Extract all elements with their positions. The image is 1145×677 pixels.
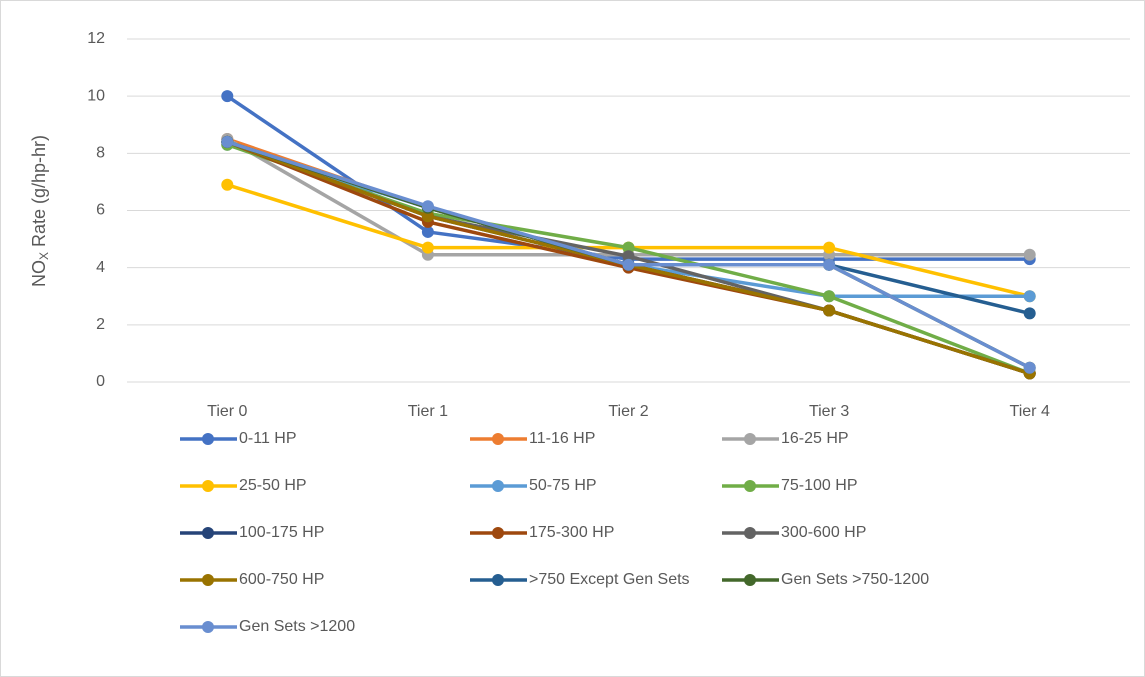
- y-tick-label: 4: [96, 259, 105, 276]
- data-point: [622, 250, 635, 263]
- legend-marker: [492, 480, 504, 492]
- data-point: [823, 304, 836, 317]
- y-tick-label: 12: [87, 30, 105, 47]
- legend-label: 0-11 HP: [239, 430, 297, 447]
- legend-label: 175-300 HP: [529, 524, 614, 541]
- x-tick-label: Tier 1: [408, 403, 448, 420]
- data-point: [421, 210, 434, 223]
- data-point: [221, 135, 234, 148]
- y-label-main: NO: [29, 260, 49, 287]
- legend-marker: [492, 574, 504, 586]
- data-point: [421, 225, 434, 238]
- y-tick-label: 6: [96, 202, 105, 219]
- legend-label: 16-25 HP: [781, 430, 849, 447]
- y-label-sub: X: [37, 252, 51, 260]
- y-tick-label: 0: [96, 373, 105, 390]
- data-point: [823, 290, 836, 303]
- y-axis-label: NOX Rate (g/hp-hr): [29, 135, 51, 287]
- legend-marker: [744, 574, 756, 586]
- data-point: [1023, 248, 1036, 261]
- legend-marker: [202, 480, 214, 492]
- x-tick-label: Tier 4: [1010, 403, 1050, 420]
- legend-label: 50-75 HP: [529, 477, 597, 494]
- x-tick-label: Tier 2: [608, 403, 648, 420]
- x-tick-label: Tier 0: [207, 403, 247, 420]
- legend-marker: [202, 621, 214, 633]
- y-tick-label: 2: [96, 316, 105, 333]
- legend-marker: [202, 574, 214, 586]
- data-point: [221, 178, 234, 191]
- data-point: [1023, 290, 1036, 303]
- data-point: [421, 200, 434, 213]
- legend-label: 75-100 HP: [781, 477, 858, 494]
- data-point: [1023, 307, 1036, 320]
- y-label-rest: Rate (g/hp-hr): [29, 135, 49, 252]
- y-tick-label: 8: [96, 145, 105, 162]
- legend-label: >750 Except Gen Sets: [529, 571, 690, 588]
- data-point: [622, 241, 635, 254]
- legend-label: 100-175 HP: [239, 524, 324, 541]
- data-point: [221, 90, 234, 103]
- legend-marker: [744, 527, 756, 539]
- legend-label: 25-50 HP: [239, 477, 307, 494]
- legend-label: Gen Sets >1200: [239, 618, 355, 635]
- data-point: [622, 258, 635, 271]
- y-tick-label: 10: [87, 87, 105, 104]
- data-point: [421, 241, 434, 254]
- legend-marker: [744, 480, 756, 492]
- legend-label: Gen Sets >750-1200: [781, 571, 929, 588]
- legend-label: 600-750 HP: [239, 571, 324, 588]
- legend-marker: [492, 433, 504, 445]
- legend-label: 300-600 HP: [781, 524, 866, 541]
- legend-marker: [202, 527, 214, 539]
- legend-marker: [202, 433, 214, 445]
- legend-label: 11-16 HP: [529, 430, 595, 447]
- x-tick-label: Tier 3: [809, 403, 849, 420]
- data-point: [823, 241, 836, 254]
- legend-marker: [744, 433, 756, 445]
- data-point: [1023, 361, 1036, 374]
- data-point: [823, 258, 836, 271]
- legend-marker: [492, 527, 504, 539]
